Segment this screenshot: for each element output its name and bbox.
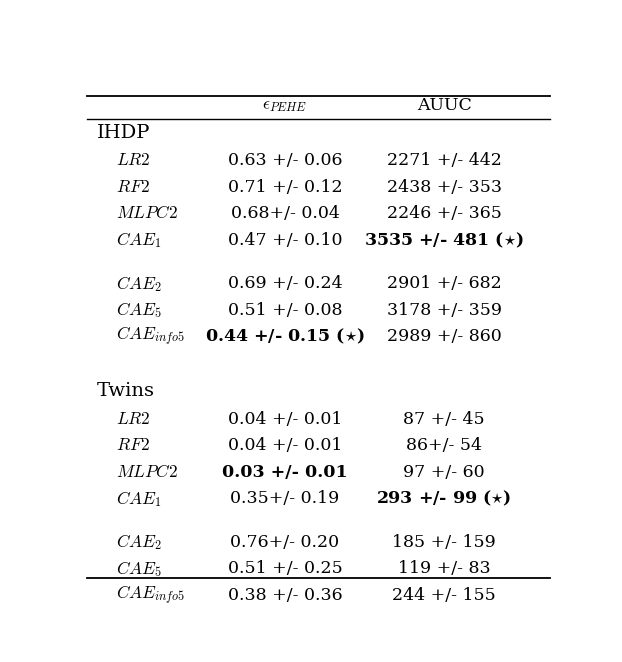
Text: $MLPC2$: $MLPC2$ <box>116 464 179 481</box>
Text: 2271 +/- 442: 2271 +/- 442 <box>387 152 501 169</box>
Text: 185 +/- 159: 185 +/- 159 <box>392 534 496 551</box>
Text: 3178 +/- 359: 3178 +/- 359 <box>387 302 501 318</box>
Text: 3535 +/- 481 ($\star$): 3535 +/- 481 ($\star$) <box>364 231 524 250</box>
Text: $RF2$: $RF2$ <box>116 179 151 196</box>
Text: $RF2$: $RF2$ <box>116 437 151 454</box>
Text: $CAE_2$: $CAE_2$ <box>116 532 162 552</box>
Text: $CAE_{info5}$: $CAE_{info5}$ <box>116 583 185 606</box>
Text: 2989 +/- 860: 2989 +/- 860 <box>387 328 501 346</box>
Text: 0.03 +/- 0.01: 0.03 +/- 0.01 <box>222 464 348 481</box>
Text: 87 +/- 45: 87 +/- 45 <box>403 410 485 428</box>
Text: 0.63 +/- 0.06: 0.63 +/- 0.06 <box>228 152 342 169</box>
Text: $CAE_5$: $CAE_5$ <box>116 559 162 579</box>
Text: $\epsilon_{PEHE}$: $\epsilon_{PEHE}$ <box>262 97 308 115</box>
Text: 0.44 +/- 0.15 ($\star$): 0.44 +/- 0.15 ($\star$) <box>205 327 365 346</box>
Text: 0.69 +/- 0.24: 0.69 +/- 0.24 <box>228 275 342 292</box>
Text: 97 +/- 60: 97 +/- 60 <box>403 464 485 481</box>
Text: 2246 +/- 365: 2246 +/- 365 <box>387 205 501 222</box>
Text: AUUC: AUUC <box>417 97 471 115</box>
Text: 119 +/- 83: 119 +/- 83 <box>398 560 490 577</box>
Text: 0.71 +/- 0.12: 0.71 +/- 0.12 <box>228 179 342 196</box>
Text: 0.51 +/- 0.08: 0.51 +/- 0.08 <box>228 302 342 318</box>
Text: 2438 +/- 353: 2438 +/- 353 <box>387 179 501 196</box>
Text: 0.38 +/- 0.36: 0.38 +/- 0.36 <box>228 587 342 604</box>
Text: $CAE_1$: $CAE_1$ <box>116 230 162 250</box>
Text: 0.47 +/- 0.10: 0.47 +/- 0.10 <box>228 232 342 249</box>
Text: IHDP: IHDP <box>97 124 151 142</box>
Text: 2901 +/- 682: 2901 +/- 682 <box>387 275 501 292</box>
Text: $CAE_5$: $CAE_5$ <box>116 301 162 320</box>
Text: 0.35+/- 0.19: 0.35+/- 0.19 <box>230 491 340 507</box>
Text: $CAE_{info5}$: $CAE_{info5}$ <box>116 325 185 348</box>
Text: 0.51 +/- 0.25: 0.51 +/- 0.25 <box>228 560 342 577</box>
Text: 244 +/- 155: 244 +/- 155 <box>392 587 496 604</box>
Text: $LR2$: $LR2$ <box>116 410 151 428</box>
Text: $LR2$: $LR2$ <box>116 152 151 169</box>
Text: 0.04 +/- 0.01: 0.04 +/- 0.01 <box>228 437 342 454</box>
Text: 0.04 +/- 0.01: 0.04 +/- 0.01 <box>228 410 342 428</box>
Text: 86+/- 54: 86+/- 54 <box>406 437 482 454</box>
Text: $CAE_1$: $CAE_1$ <box>116 489 162 508</box>
Text: 0.76+/- 0.20: 0.76+/- 0.20 <box>231 534 340 551</box>
Text: $CAE_2$: $CAE_2$ <box>116 274 162 294</box>
Text: 293 +/- 99 ($\star$): 293 +/- 99 ($\star$) <box>376 489 512 508</box>
Text: Twins: Twins <box>97 382 155 401</box>
Text: 0.68+/- 0.04: 0.68+/- 0.04 <box>231 205 340 222</box>
Text: $MLPC2$: $MLPC2$ <box>116 205 179 222</box>
